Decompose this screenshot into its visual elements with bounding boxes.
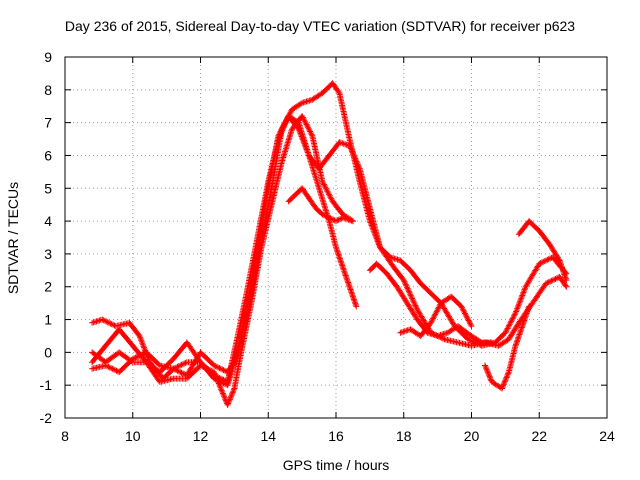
chart-title: Day 236 of 2015, Sidereal Day-to-day VTE… bbox=[65, 18, 575, 34]
marker-trace bbox=[366, 260, 495, 346]
y-tick-label: 5 bbox=[44, 180, 52, 196]
x-tick-label: 8 bbox=[61, 428, 69, 444]
x-tick-label: 10 bbox=[125, 428, 141, 444]
series-arc-6 bbox=[366, 260, 495, 346]
series-arc-2 bbox=[89, 113, 570, 389]
y-tick-label: -1 bbox=[40, 377, 53, 393]
x-tick-label: 20 bbox=[464, 428, 480, 444]
marker-trace bbox=[397, 293, 475, 339]
series-arc-5 bbox=[285, 185, 356, 225]
marker-trace bbox=[482, 303, 533, 392]
x-tick-label: 14 bbox=[260, 428, 276, 444]
y-tick-label: 0 bbox=[44, 344, 52, 360]
data-series bbox=[89, 80, 570, 408]
marker-trace bbox=[89, 113, 570, 389]
y-tick-label: 1 bbox=[44, 312, 52, 328]
marker-trace bbox=[89, 80, 570, 382]
y-tick-label: 2 bbox=[44, 279, 52, 295]
x-tick-label: 16 bbox=[328, 428, 344, 444]
marker-trace bbox=[285, 185, 356, 225]
grid bbox=[65, 57, 607, 418]
y-tick-label: -2 bbox=[40, 410, 53, 426]
y-tick-label: 7 bbox=[44, 115, 52, 131]
y-tick-label: 4 bbox=[44, 213, 52, 229]
series-arc-7 bbox=[397, 293, 475, 339]
marker-trace bbox=[89, 113, 356, 408]
series-arc-8 bbox=[482, 303, 533, 392]
y-axis-label: SDTVAR / TECUs bbox=[5, 182, 21, 294]
x-tick-label: 12 bbox=[193, 428, 209, 444]
series-arc-1 bbox=[89, 80, 570, 382]
series-arc-9 bbox=[515, 218, 570, 284]
x-axis-label: GPS time / hours bbox=[283, 457, 390, 473]
y-tick-label: 6 bbox=[44, 147, 52, 163]
y-tick-label: 8 bbox=[44, 82, 52, 98]
series-arc-4 bbox=[89, 113, 356, 408]
marker-trace bbox=[515, 218, 570, 284]
x-tick-label: 18 bbox=[396, 428, 412, 444]
y-tick-label: 9 bbox=[44, 49, 52, 65]
x-tick-label: 24 bbox=[599, 428, 615, 444]
y-tick-label: 3 bbox=[44, 246, 52, 262]
x-tick-label: 22 bbox=[531, 428, 547, 444]
